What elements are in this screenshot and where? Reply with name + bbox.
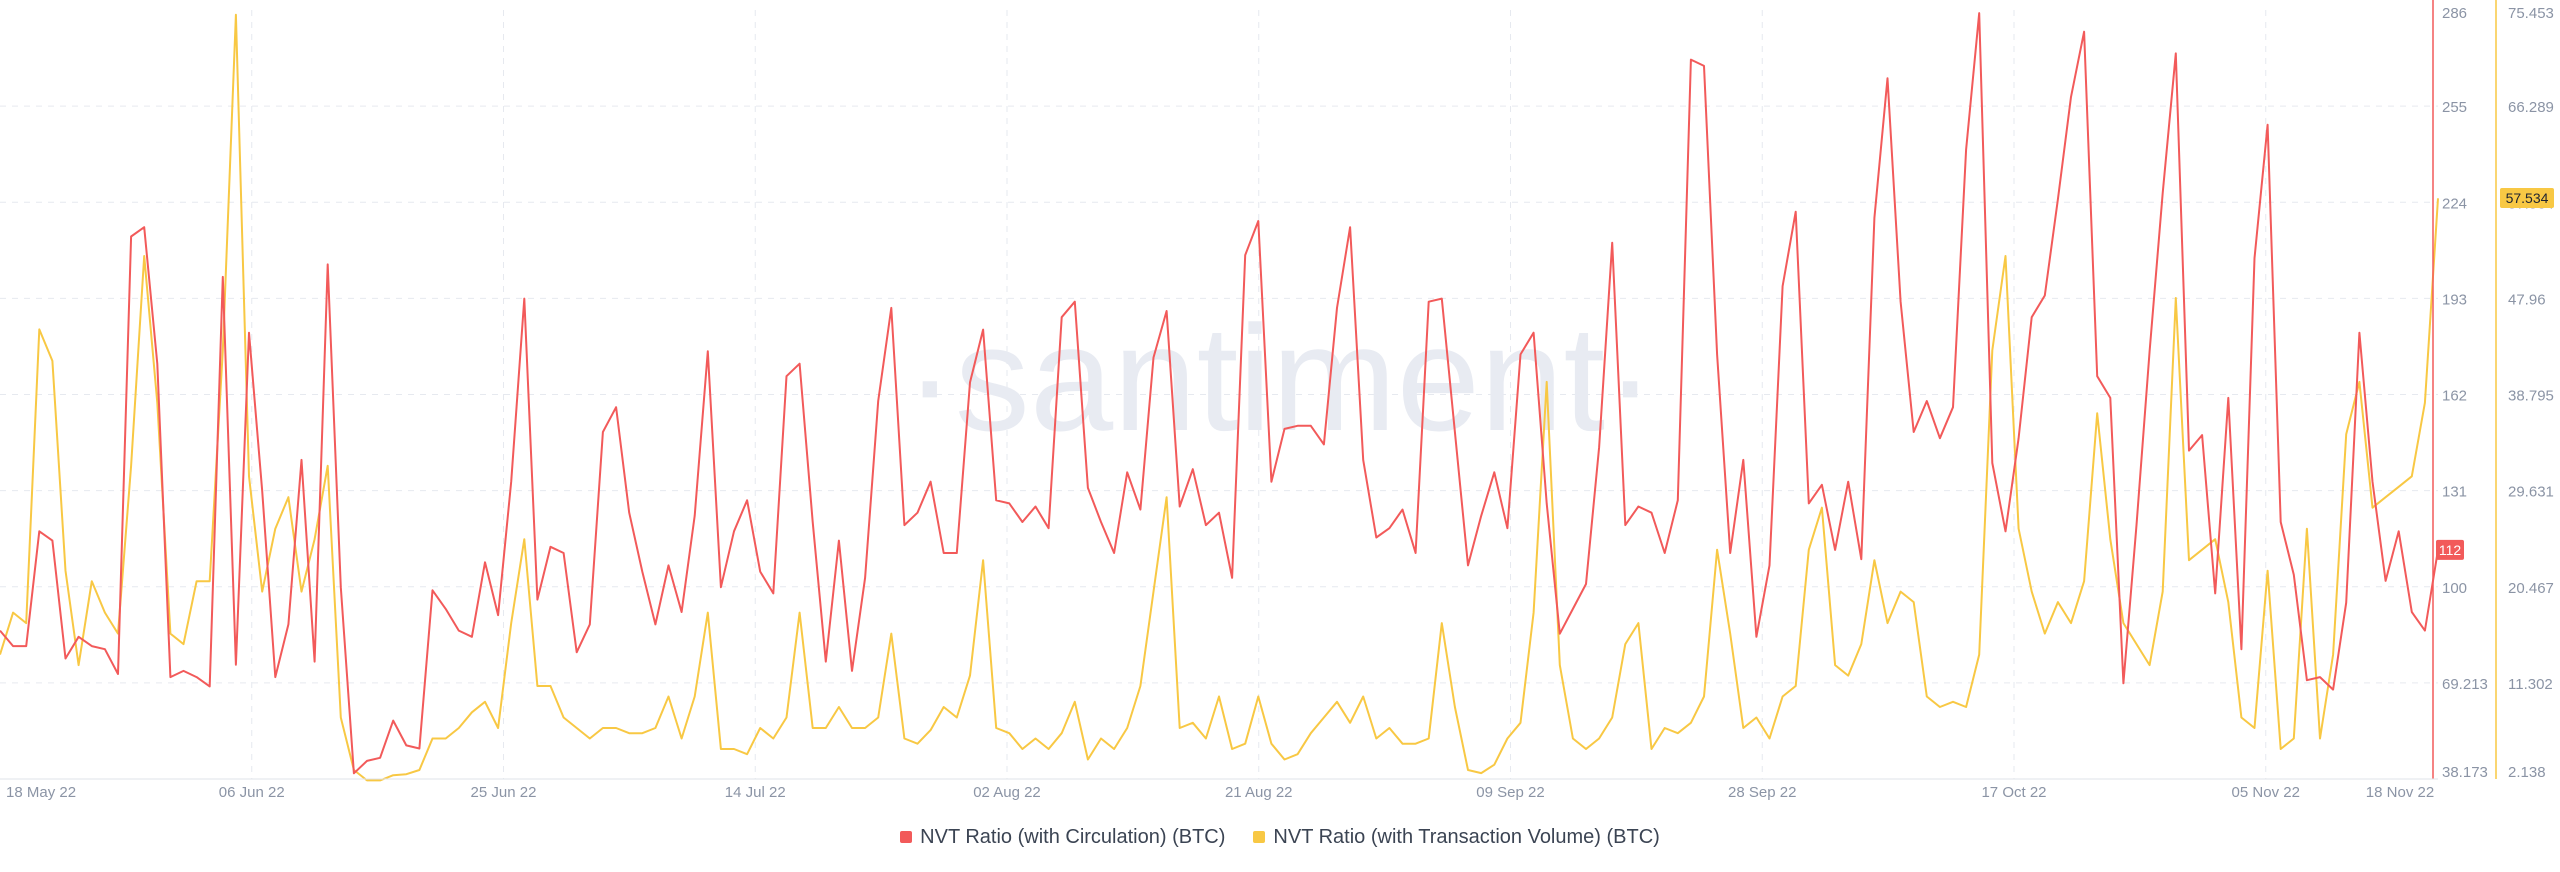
right-y-axis: 75.453 66.289 57.534 47.96 38.795 29.631 20.46… <box>2495 0 2554 781</box>
x-tick-label: 25 Jun 22 <box>471 784 537 801</box>
left-y-tick-label: 286 <box>2442 5 2467 22</box>
left-y-tick-label: 131 <box>2442 484 2467 501</box>
right-current-value-label: 57.534 <box>2506 190 2549 206</box>
x-tick-label: 09 Sep 22 <box>1476 784 1544 801</box>
left-current-value-label: 112 <box>2439 542 2462 558</box>
right-y-tick-label: 29.631 <box>2508 484 2554 501</box>
left-y-tick-label: 255 <box>2442 99 2467 116</box>
legend-item-circulation[interactable]: NVT Ratio (with Circulation) (BTC) <box>900 826 1225 849</box>
right-y-tick-label: 11.302 <box>2508 676 2553 693</box>
legend-label-transaction-volume: NVT Ratio (with Transaction Volume) (BTC… <box>1273 825 1660 848</box>
legend-item-transaction-volume[interactable]: NVT Ratio (with Transaction Volume) (BTC… <box>1253 825 1660 849</box>
watermark: ·santiment· <box>905 294 1655 462</box>
series-line-transaction-volume <box>0 13 2439 782</box>
left-y-tick-label: 224 <box>2442 195 2467 212</box>
left-y-tick-label: 162 <box>2442 388 2467 405</box>
x-tick-label: 18 May 22 <box>6 784 76 801</box>
right-y-tick-label: 2.138 <box>2508 764 2546 781</box>
legend-swatch-transaction-volume <box>1253 831 1266 843</box>
x-tick-label: 14 Jul 22 <box>725 784 786 801</box>
series-line-circulation <box>0 12 2439 775</box>
x-tick-label: 06 Jun 22 <box>219 784 285 801</box>
right-y-tick-label: 20.467 <box>2508 580 2554 597</box>
legend-swatch-circulation <box>900 831 913 843</box>
x-tick-label: 05 Nov 22 <box>2232 784 2300 801</box>
right-y-tick-label: 47.96 <box>2508 291 2546 308</box>
left-y-tick-label: 100 <box>2442 580 2467 597</box>
right-y-tick-label: 38.795 <box>2508 388 2554 405</box>
left-y-tick-label: 69.213 <box>2442 676 2488 693</box>
legend-label-circulation: NVT Ratio (with Circulation) (BTC) <box>920 825 1226 848</box>
series-layer <box>0 12 2439 782</box>
right-y-tick-label: 75.453 <box>2508 5 2554 22</box>
x-axis: 18 May 22 06 Jun 22 25 Jun 22 14 Jul 22 02 A… <box>0 778 2438 801</box>
x-tick-label: 17 Oct 22 <box>1981 784 2046 801</box>
left-y-axis: 286 255 224 193 162 131 100 69.213 38.173 112 <box>2432 0 2488 781</box>
x-tick-label: 28 Sep 22 <box>1728 784 1796 801</box>
left-y-tick-label: 38.173 <box>2442 764 2488 781</box>
right-y-tick-label: 66.289 <box>2508 99 2554 116</box>
x-tick-label: 02 Aug 22 <box>973 784 1041 801</box>
legend: NVT Ratio (with Circulation) (BTC) NVT R… <box>0 822 2560 852</box>
x-tick-label: 18 Nov 22 <box>2366 784 2434 801</box>
x-tick-label: 21 Aug 22 <box>1225 784 1293 801</box>
left-y-tick-label: 193 <box>2442 291 2467 308</box>
right-current-value-badge <box>2500 187 2554 208</box>
left-current-value-badge <box>2436 539 2464 560</box>
